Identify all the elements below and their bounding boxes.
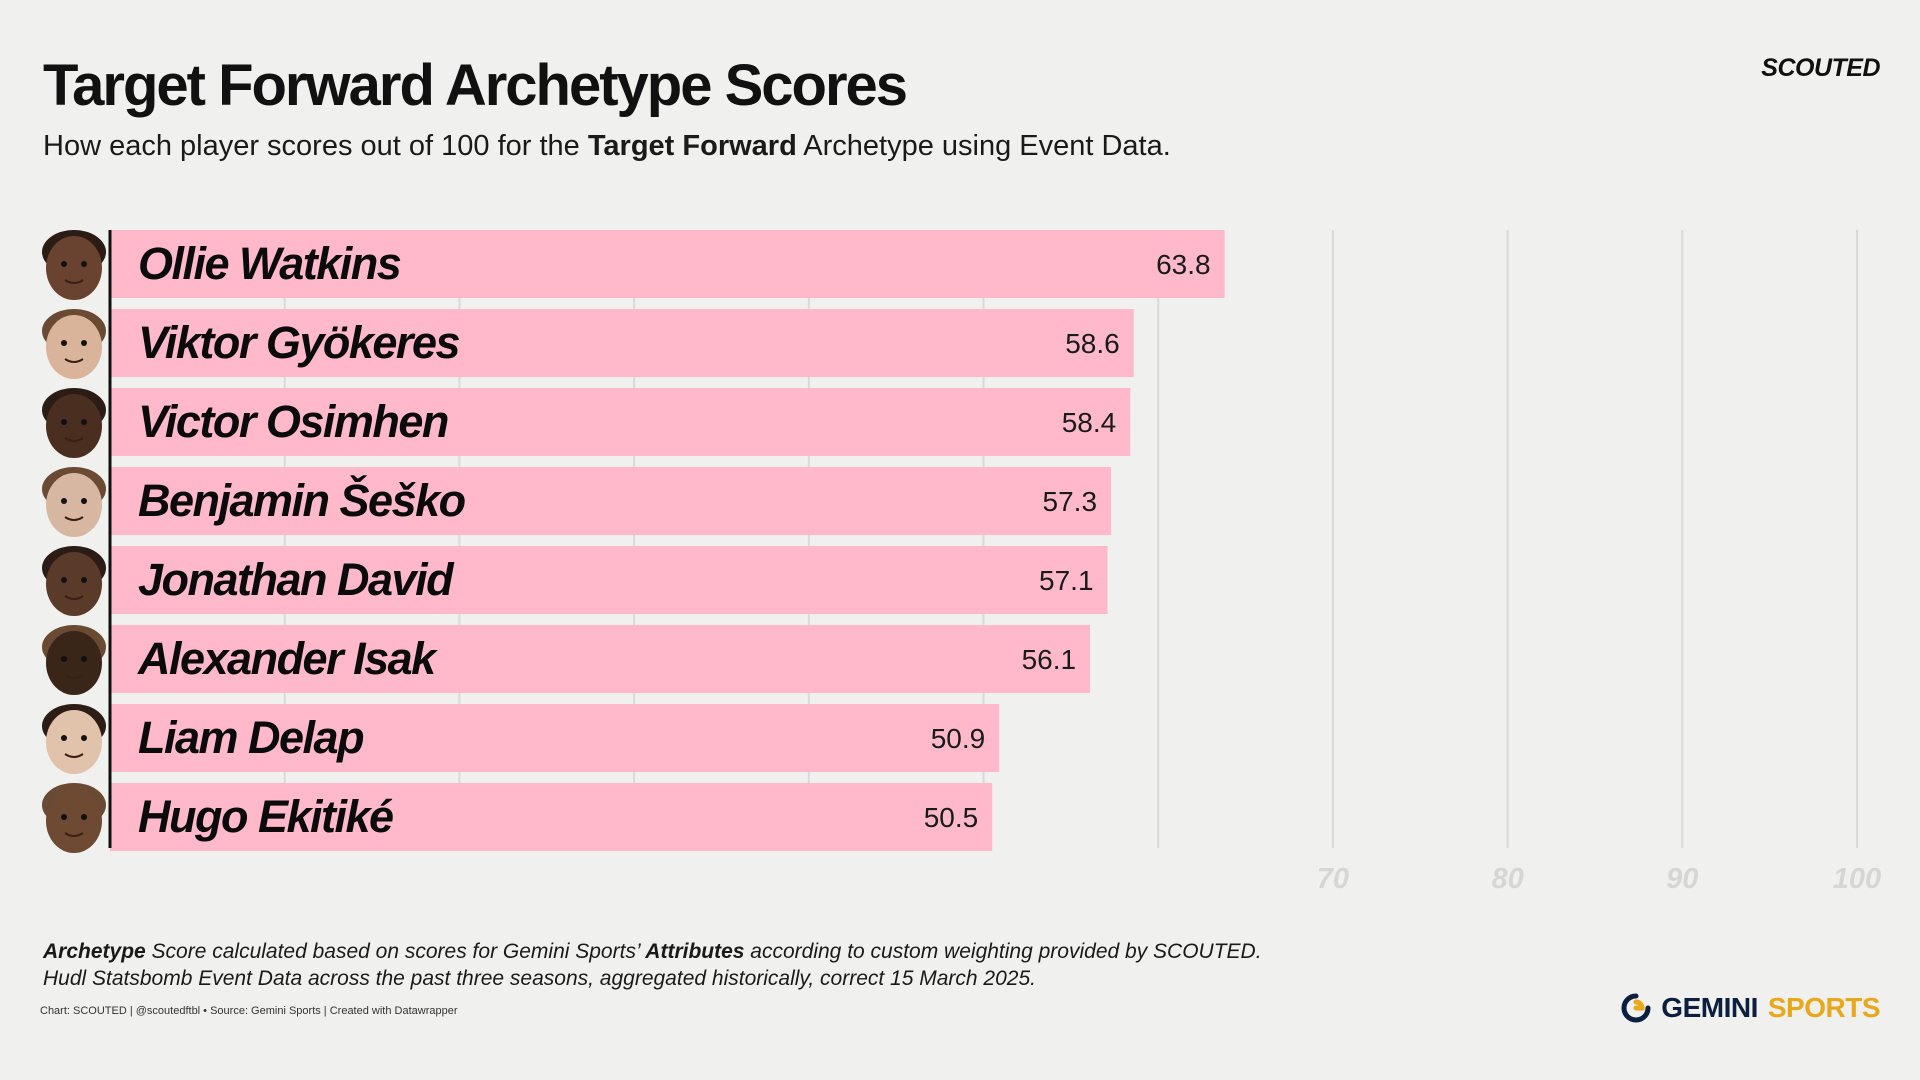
gemini-sports-logo: GEMINI SPORTS bbox=[1621, 992, 1881, 1024]
player-avatar-icon-6 bbox=[42, 704, 106, 774]
bars: Ollie Watkins 63.8 Viktor Gyökeres 58.6 Vict… bbox=[110, 230, 1225, 851]
subtitle-text-end: Archetype using Event Data. bbox=[796, 130, 1171, 162]
subtitle-text-start: How each player scores out of 100 for th… bbox=[43, 130, 588, 162]
bar-chart: Ollie Watkins 63.8 Viktor Gyökeres 58.6 Vict… bbox=[42, 230, 1881, 895]
footnote-attributes: Attributes bbox=[645, 940, 745, 963]
player-avatar-icon-2 bbox=[42, 388, 106, 458]
tick-label-70: 70 bbox=[1317, 863, 1349, 895]
bar-label-4: Jonathan David bbox=[138, 554, 455, 605]
player-avatar-icon-5 bbox=[42, 625, 106, 695]
tick-label-90: 90 bbox=[1666, 863, 1698, 895]
bar-6 bbox=[110, 704, 1000, 772]
tick-label-80: 80 bbox=[1491, 863, 1523, 895]
bar-label-6: Liam Delap bbox=[138, 712, 364, 763]
value-label-0: 63.8 bbox=[1156, 249, 1211, 280]
bar-0 bbox=[110, 230, 1225, 298]
footnote: Archetype Score calculated based on scor… bbox=[43, 938, 1262, 992]
value-label-4: 57.1 bbox=[1039, 565, 1094, 596]
chart-subtitle: How each player scores out of 100 for th… bbox=[43, 130, 1171, 163]
bar-label-0: Ollie Watkins bbox=[138, 238, 401, 289]
chart-title: Target Forward Archetype Scores bbox=[43, 53, 908, 118]
bar-1 bbox=[110, 309, 1134, 377]
footnote-line-2: Hudl Statsbomb Event Data across the pas… bbox=[43, 967, 1036, 990]
bar-5 bbox=[110, 625, 1091, 693]
bar-4 bbox=[110, 546, 1108, 614]
bar-label-7: Hugo Ekitiké bbox=[138, 791, 393, 842]
logo-word-gemini: GEMINI bbox=[1661, 992, 1758, 1023]
gemini-logo-icon bbox=[1621, 993, 1651, 1023]
bar-7 bbox=[110, 783, 993, 851]
bar-label-2: Victor Osimhen bbox=[138, 396, 448, 447]
footnote-archetype: Archetype bbox=[43, 940, 146, 963]
bar-label-3: Benjamin Šeško bbox=[138, 475, 466, 526]
scouted-brand-logo: SCOUTED bbox=[1761, 54, 1880, 82]
player-avatar-icon-0 bbox=[42, 230, 106, 300]
bar-label-5: Alexander Isak bbox=[137, 633, 438, 684]
player-avatars bbox=[42, 230, 106, 853]
value-label-7: 50.5 bbox=[924, 802, 979, 833]
player-avatar-icon-1 bbox=[42, 309, 106, 379]
value-label-3: 57.3 bbox=[1043, 486, 1098, 517]
logo-word-sports: SPORTS bbox=[1767, 992, 1881, 1023]
bar-2 bbox=[110, 388, 1131, 456]
value-label-1: 58.6 bbox=[1065, 328, 1120, 359]
bar-label-1: Viktor Gyökeres bbox=[138, 317, 459, 368]
footnote-line-1-mid: Score calculated based on scores for Gem… bbox=[145, 940, 646, 963]
player-avatar-icon-3 bbox=[42, 467, 106, 537]
x-axis-tick-labels: 70 80 90 100 bbox=[1317, 863, 1881, 895]
subtitle-text-bold: Target Forward bbox=[587, 130, 797, 162]
bar-3 bbox=[110, 467, 1112, 535]
footnote-line-1: Archetype Score calculated based on scor… bbox=[43, 938, 1262, 965]
value-label-6: 50.9 bbox=[931, 723, 986, 754]
value-label-2: 58.4 bbox=[1062, 407, 1117, 438]
chart-credit: Chart: SCOUTED | @scoutedftbl • Source: … bbox=[40, 1005, 458, 1017]
footnote-line-1-end: according to custom weighting provided b… bbox=[744, 940, 1262, 963]
value-label-5: 56.1 bbox=[1022, 644, 1077, 675]
player-avatar-icon-7 bbox=[42, 783, 106, 853]
player-avatar-icon-4 bbox=[42, 546, 106, 616]
tick-label-100: 100 bbox=[1833, 863, 1881, 895]
